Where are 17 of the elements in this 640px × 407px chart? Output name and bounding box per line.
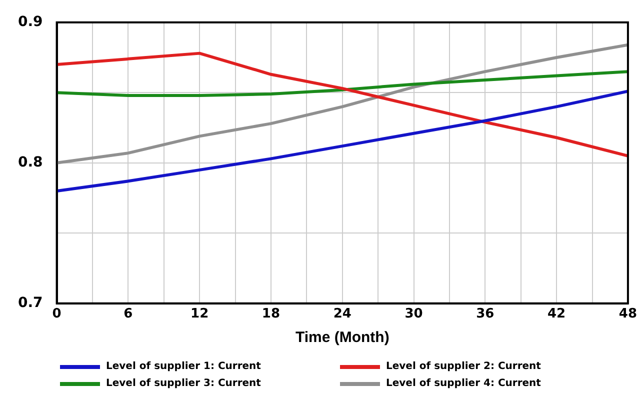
x-tick-label: 0 <box>52 306 62 322</box>
x-tick-label: 48 <box>618 306 637 322</box>
legend-label: Level of supplier 2: Current <box>386 361 541 372</box>
x-tick-label: 18 <box>262 306 280 322</box>
y-tick-label: 0.7 <box>18 295 43 312</box>
x-tick-label: 30 <box>404 306 423 322</box>
x-tick-label: 12 <box>190 306 209 322</box>
x-tick-label: 24 <box>333 306 352 322</box>
y-tick-label: 0.8 <box>18 154 43 171</box>
x-axis-title: Time (Month) <box>295 329 390 346</box>
legend-label: Level of supplier 3: Current <box>106 378 261 389</box>
x-tick-label: 42 <box>548 306 566 322</box>
y-tick-label: 0.9 <box>18 14 43 30</box>
x-tick-label: 36 <box>476 306 494 322</box>
x-tick-label: 6 <box>124 306 133 322</box>
legend-label: Level of supplier 1: Current <box>106 361 261 372</box>
legend-label: Level of supplier 4: Current <box>386 378 541 389</box>
